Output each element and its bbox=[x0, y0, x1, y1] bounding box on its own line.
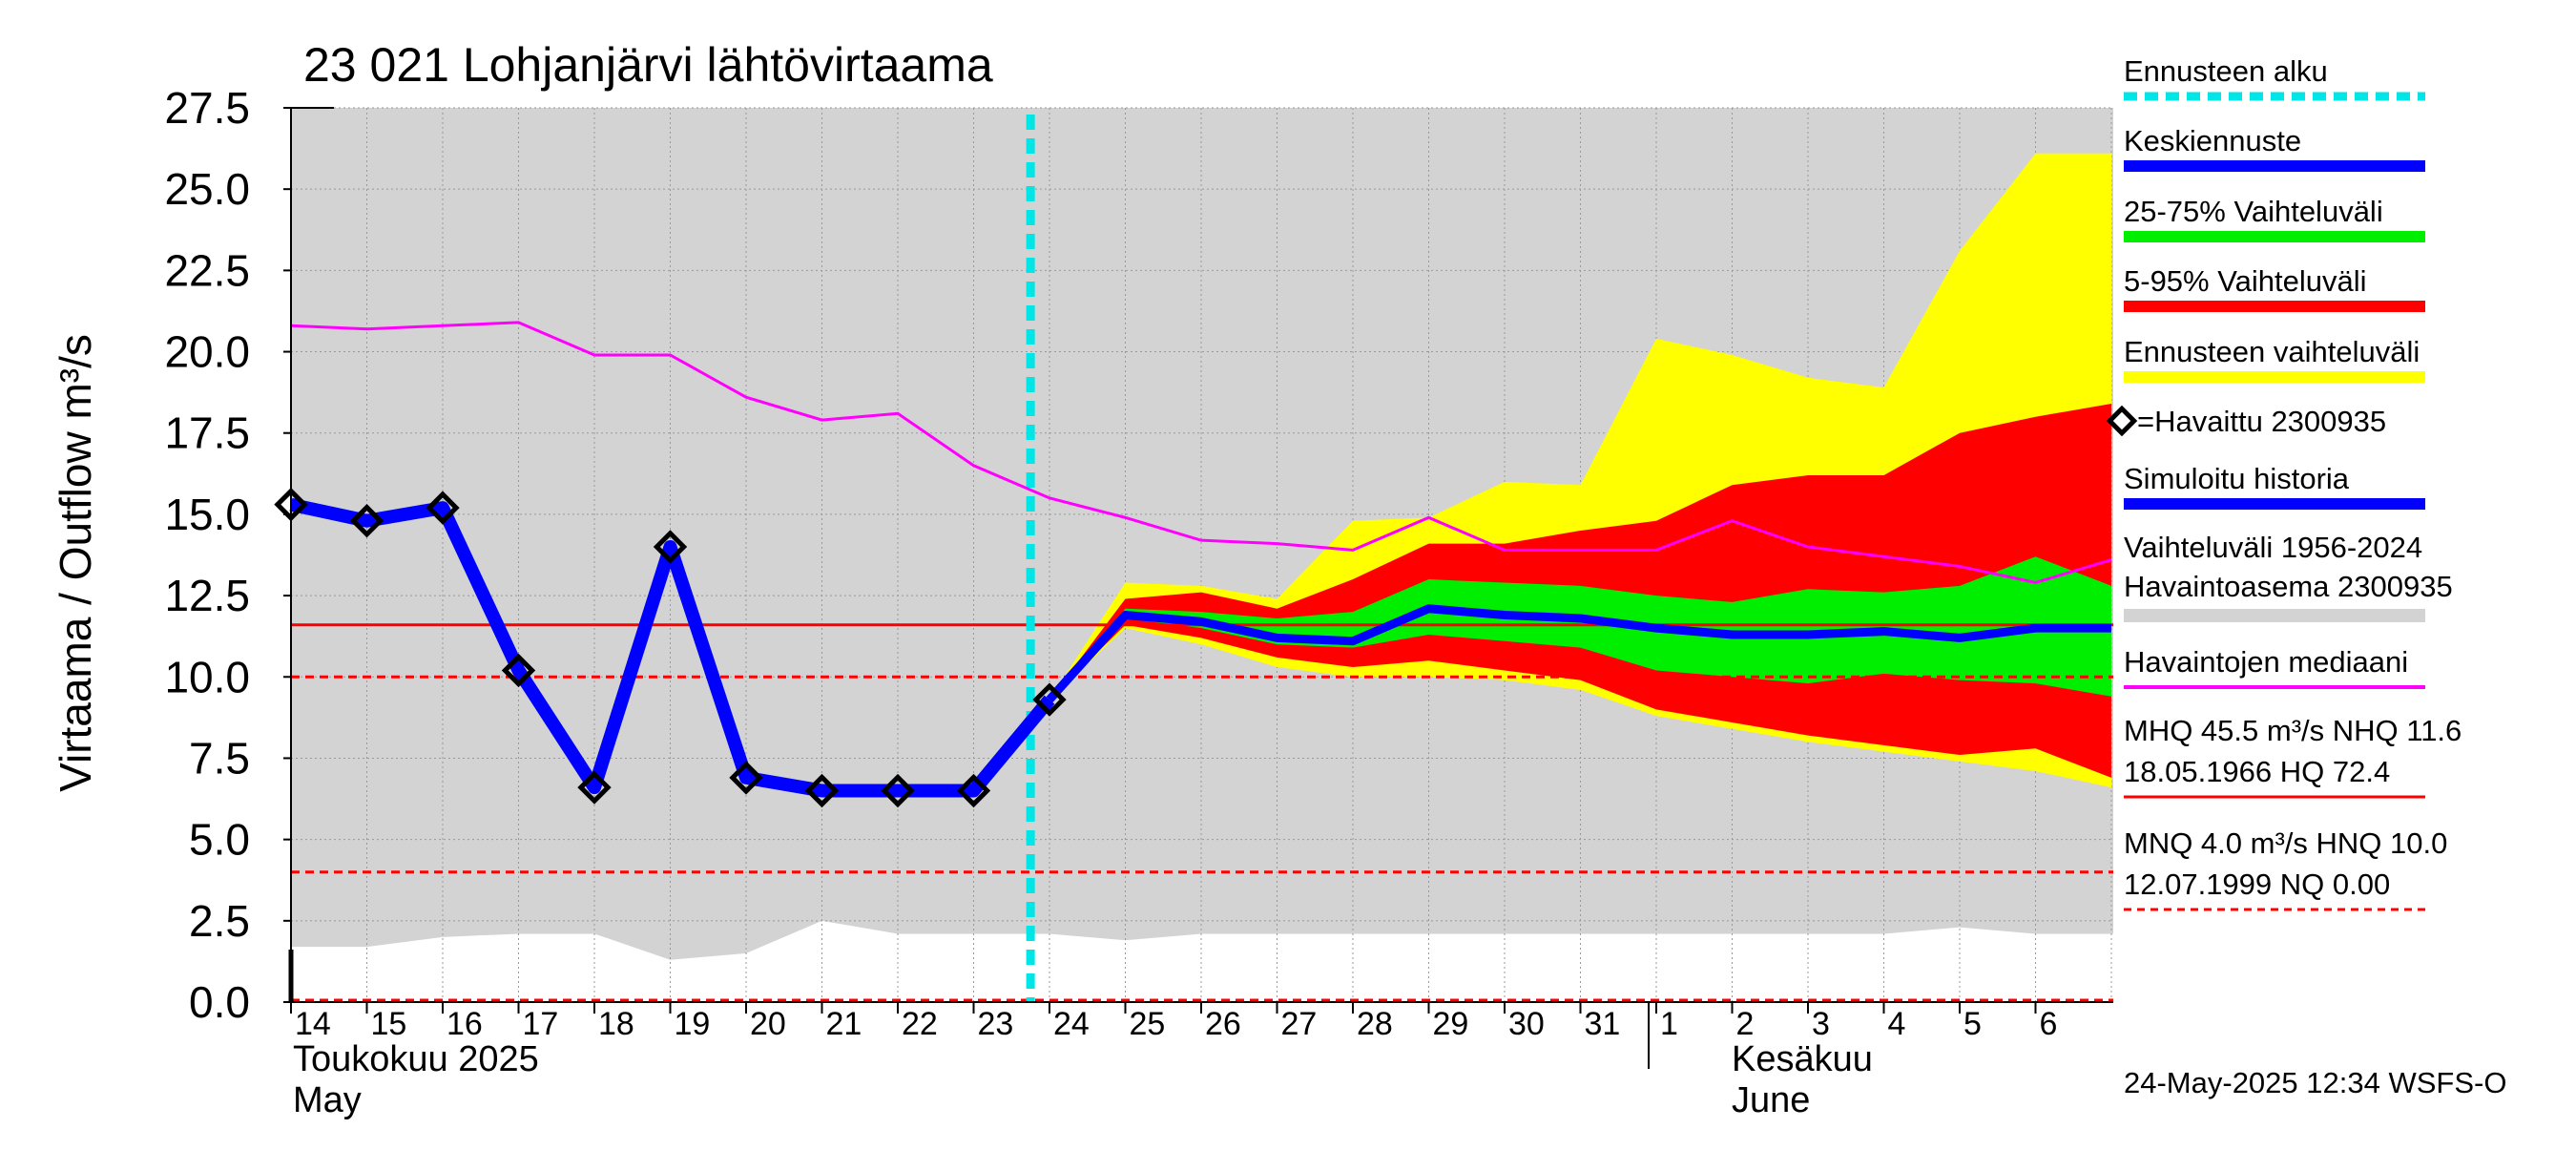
legend-observed-marker-icon bbox=[2106, 405, 2138, 437]
x-tick-label: 16 bbox=[447, 1006, 483, 1042]
observed-point bbox=[956, 773, 991, 808]
footer-timestamp: 24-May-2025 12:34 WSFS-O bbox=[2124, 1066, 2506, 1099]
chart-title: 23 021 Lohjanjärvi lähtövirtaama bbox=[303, 38, 993, 92]
x-tick-label: 17 bbox=[523, 1006, 559, 1042]
x-tick-label: 14 bbox=[295, 1006, 331, 1042]
x-tick-label: 30 bbox=[1508, 1006, 1545, 1042]
series-line-observed bbox=[289, 497, 1055, 798]
y-tick-label: 20.0 bbox=[164, 327, 250, 377]
legend-mnq-line-1: MNQ 4.0 m³/s HNQ 10.0 bbox=[2124, 826, 2447, 860]
month-label-may-en: May bbox=[293, 1080, 362, 1120]
observed-point bbox=[577, 770, 612, 805]
y-tick-label: 12.5 bbox=[164, 571, 250, 620]
x-tick-label: 18 bbox=[598, 1006, 634, 1042]
y-tick-label: 7.5 bbox=[189, 733, 250, 783]
x-tick-label: 25 bbox=[1130, 1006, 1166, 1042]
x-tick-label: 2 bbox=[1736, 1006, 1755, 1042]
observed-point bbox=[881, 773, 915, 808]
x-tick-label: 6 bbox=[2040, 1006, 2058, 1042]
legend: Ennusteen alku Keskiennuste 25-75% Vaiht… bbox=[2106, 54, 2462, 911]
observed-point bbox=[426, 491, 460, 525]
y-tick-label: 22.5 bbox=[164, 245, 250, 295]
x-tick-label: 23 bbox=[978, 1006, 1014, 1042]
x-tick-label: 29 bbox=[1433, 1006, 1469, 1042]
legend-hist-range-label-1: Vaihteluväli 1956-2024 bbox=[2124, 531, 2422, 564]
legend-mhq-line-1: MHQ 45.5 m³/s NHQ 11.6 bbox=[2124, 714, 2462, 747]
month-label-may-fi: Toukokuu 2025 bbox=[293, 1039, 539, 1079]
y-tick-label: 27.5 bbox=[164, 83, 250, 133]
y-tick-label: 10.0 bbox=[164, 652, 250, 701]
x-tick-label: 24 bbox=[1053, 1006, 1090, 1042]
y-tick-label: 2.5 bbox=[189, 896, 250, 946]
x-tick-label: 4 bbox=[1888, 1006, 1906, 1042]
legend-mnq-line-2: 12.07.1999 NQ 0.00 bbox=[2124, 868, 2390, 901]
y-tick-label: 5.0 bbox=[189, 815, 250, 865]
series-line-median-forecast bbox=[1046, 604, 2111, 703]
observed-point bbox=[1032, 682, 1067, 717]
historical-range-layer bbox=[291, 108, 2113, 960]
legend-observed-label: =Havaittu 2300935 bbox=[2137, 405, 2386, 438]
month-label-june-en: June bbox=[1732, 1080, 1810, 1120]
observed-point bbox=[804, 773, 840, 808]
x-tick-label: 19 bbox=[675, 1006, 711, 1042]
y-axis-label: Virtaama / Outflow m³/s bbox=[51, 334, 100, 792]
legend-forecast-range-label: Ennusteen vaihteluväli bbox=[2124, 335, 2420, 368]
band-25-75-vaihteluv-li bbox=[1049, 556, 2111, 700]
y-tick-label: 25.0 bbox=[164, 164, 250, 214]
legend-range-5-95-label: 5-95% Vaihteluväli bbox=[2124, 264, 2366, 298]
legend-median-forecast-label: Keskiennuste bbox=[2124, 124, 2301, 157]
observed-point bbox=[349, 504, 384, 538]
legend-mhq-line-2: 18.05.1966 HQ 72.4 bbox=[2124, 755, 2390, 788]
legend-simulated-label: Simuloitu historia bbox=[2124, 462, 2350, 495]
observed-point bbox=[501, 653, 536, 688]
legend-forecast-start-label: Ennusteen alku bbox=[2124, 54, 2328, 88]
month-label-june-fi: Kesäkuu bbox=[1732, 1039, 1873, 1079]
legend-hist-range-label-2: Havaintoasema 2300935 bbox=[2124, 570, 2453, 603]
x-tick-label: 28 bbox=[1357, 1006, 1393, 1042]
x-tick-label: 5 bbox=[1963, 1006, 1982, 1042]
axes-layer: 0.0 2.5 5.0 7.5 10.0 12.5 15.0 17.5 20.0 22.5 25.0… bbox=[164, 83, 2113, 1069]
x-tick-label: 1 bbox=[1660, 1006, 1678, 1042]
x-tick-label: 22 bbox=[902, 1006, 938, 1042]
x-tick-label: 15 bbox=[371, 1006, 407, 1042]
historical-range-band bbox=[291, 108, 2113, 960]
x-tick-label: 3 bbox=[1812, 1006, 1830, 1042]
observed-point bbox=[653, 530, 688, 564]
x-tick-label: 21 bbox=[826, 1006, 862, 1042]
observed-markers-layer bbox=[274, 488, 1067, 808]
legend-range-25-75-label: 25-75% Vaihteluväli bbox=[2124, 195, 2383, 228]
x-tick-label: 31 bbox=[1585, 1006, 1621, 1042]
observed-point bbox=[729, 761, 763, 795]
y-tick-label: 17.5 bbox=[164, 408, 250, 458]
series-line-obs-median bbox=[290, 321, 2112, 585]
y-tick-label: 15.0 bbox=[164, 490, 250, 539]
x-tick-label: 20 bbox=[750, 1006, 786, 1042]
observed-point bbox=[274, 488, 308, 522]
x-tick-label: 27 bbox=[1281, 1006, 1318, 1042]
x-tick-label: 26 bbox=[1205, 1006, 1241, 1042]
series-lines-layer bbox=[289, 321, 2112, 798]
y-tick-label: 0.0 bbox=[189, 977, 250, 1027]
legend-obs-median-label: Havaintojen mediaani bbox=[2124, 645, 2408, 679]
